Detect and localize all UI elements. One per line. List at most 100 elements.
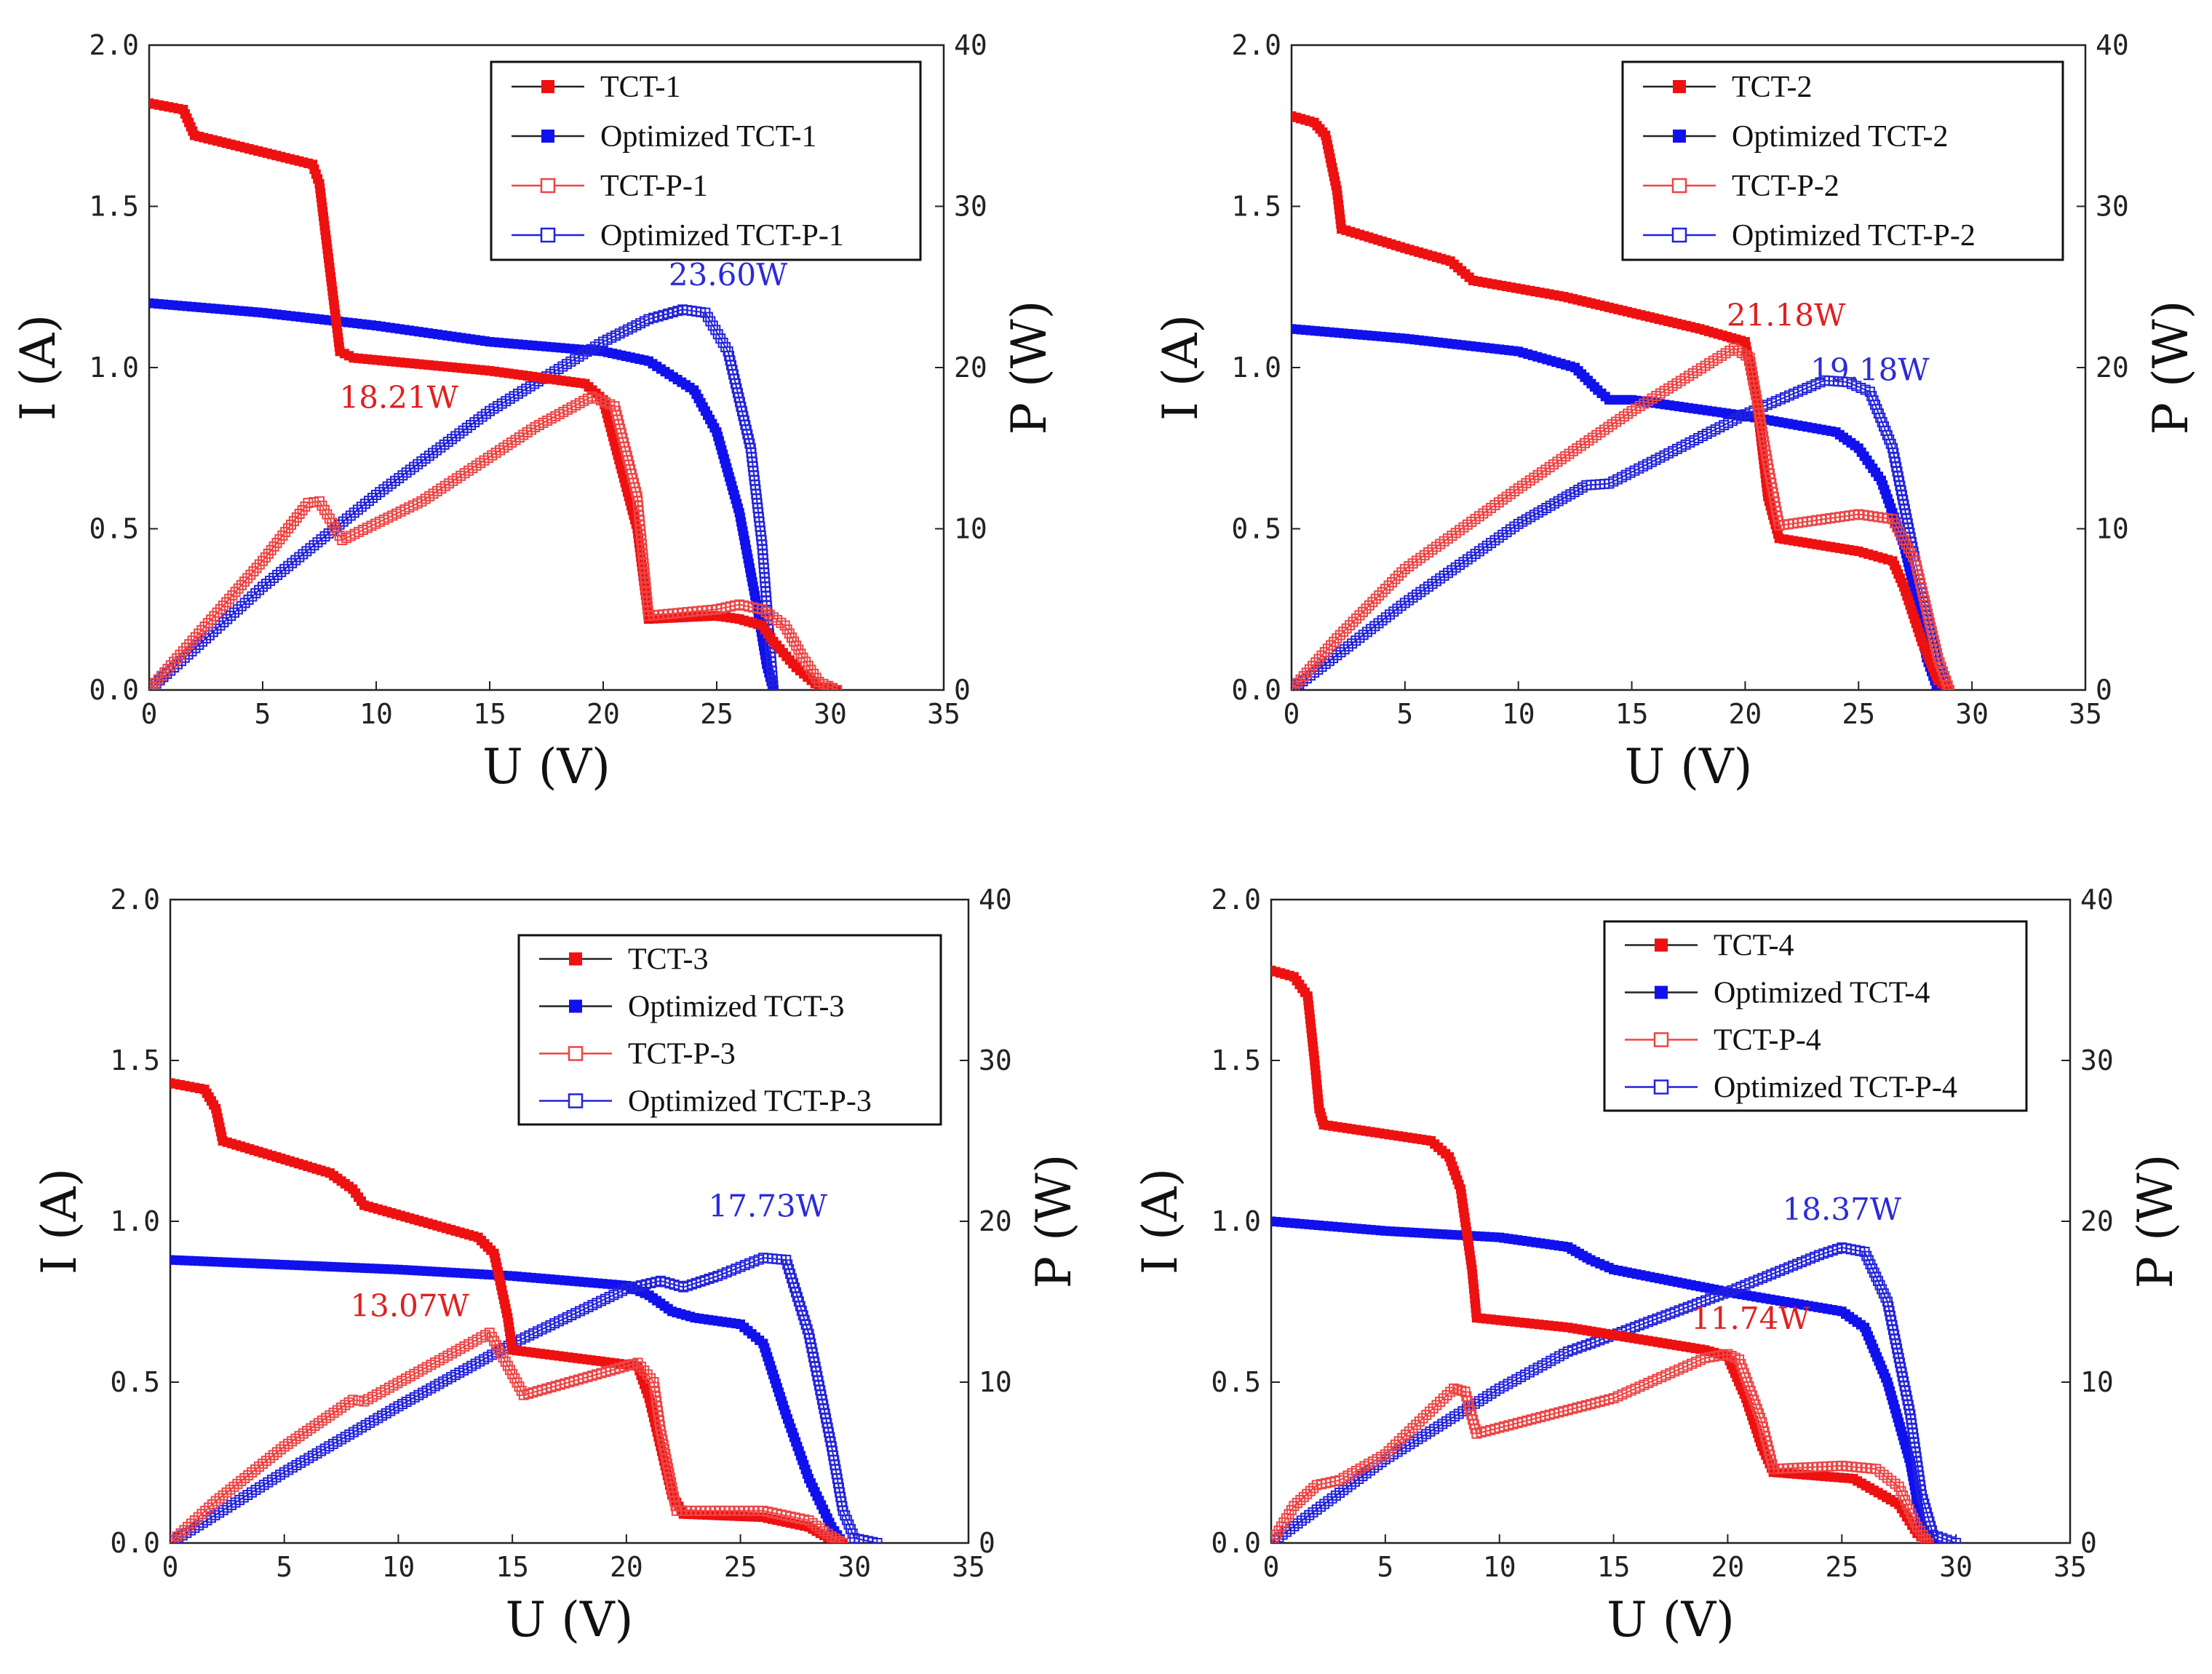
- data-point: [288, 515, 299, 526]
- data-point: [1951, 1538, 1962, 1543]
- series-optimized-tct-4: [1271, 1216, 1938, 1543]
- data-point: [232, 1478, 243, 1489]
- y-right-tick-label: 40: [2096, 29, 2129, 61]
- data-point: [243, 594, 254, 605]
- data-point: [250, 1464, 261, 1475]
- series-line: [170, 1257, 878, 1543]
- x-axis-title: U (V): [1625, 739, 1753, 795]
- data-point: [1428, 1403, 1439, 1414]
- data-point: [230, 587, 241, 598]
- series-line: [1292, 379, 1950, 690]
- y-left-tick-label: 0.5: [110, 1366, 160, 1398]
- legend-marker: [569, 999, 582, 1013]
- data-point: [1301, 667, 1312, 678]
- legend-label: Optimized TCT-2: [1732, 120, 1949, 154]
- y-right-tick-label: 10: [954, 513, 987, 545]
- y-left-tick-label: 2.0: [1231, 29, 1281, 61]
- data-point: [172, 653, 183, 664]
- series-tct-p-4: [1271, 1349, 1934, 1543]
- x-tick-label: 35: [2069, 698, 2102, 730]
- y-right-tick-label: 30: [2096, 191, 2129, 223]
- data-point: [1348, 616, 1358, 627]
- data-point: [193, 1512, 204, 1523]
- data-point: [221, 1487, 232, 1498]
- data-point: [228, 1481, 239, 1492]
- data-point: [236, 579, 247, 590]
- data-point: [222, 614, 233, 624]
- y-left-tick-label: 0.0: [89, 674, 139, 706]
- peak-power-label: 17.73W: [708, 1188, 827, 1223]
- legend-label: Optimized TCT-P-4: [1714, 1071, 1957, 1105]
- y-right-axis-title: P (W): [2128, 1154, 2184, 1289]
- data-point: [178, 646, 188, 656]
- y-left-axis-title: I (A): [31, 1168, 87, 1274]
- data-point: [294, 509, 305, 520]
- data-point: [1357, 606, 1368, 617]
- series-line: [1271, 1353, 1930, 1543]
- data-point: [1396, 567, 1407, 578]
- data-point: [264, 1453, 275, 1464]
- data-point: [232, 604, 243, 615]
- series-optimized-tct-p-2: [1292, 375, 1954, 690]
- y-right-tick-label: 10: [2080, 1366, 2114, 1398]
- series-line: [149, 302, 774, 690]
- chart-panel-top-left: 0 5 10 15 20 25 30 35 0.0 0.5 1.0 1.5 2.0 0 10 20 30 40 U …: [10, 29, 1057, 795]
- x-tick-label: 25: [1842, 698, 1875, 730]
- data-point: [1380, 1449, 1391, 1460]
- legend-label: Optimized TCT-3: [628, 991, 845, 1024]
- legend-marker: [568, 1046, 584, 1061]
- data-point: [1425, 1406, 1436, 1417]
- y-right-tick-label: 0: [2080, 1527, 2097, 1559]
- data-point: [242, 573, 253, 584]
- data-point: [1292, 1498, 1302, 1509]
- data-point: [1441, 1389, 1452, 1400]
- data-point: [1946, 1536, 1957, 1543]
- data-point: [175, 1528, 186, 1539]
- data-point: [1304, 664, 1315, 675]
- legend-label: TCT-P-2: [1732, 170, 1839, 203]
- x-tick-label: 20: [1729, 698, 1762, 730]
- data-point: [206, 614, 217, 625]
- data-point: [1338, 627, 1349, 638]
- data-point: [266, 544, 276, 555]
- data-point: [159, 667, 170, 678]
- data-point: [1387, 577, 1398, 588]
- y-right-axis-title: P (W): [1026, 1154, 1082, 1289]
- y-left-tick-label: 0.0: [110, 1527, 160, 1559]
- legend-marker: [1653, 1079, 1669, 1095]
- series-optimized-tct-3: [170, 1255, 848, 1543]
- data-point: [303, 498, 314, 509]
- legend-marker: [1655, 938, 1668, 952]
- data-point: [1351, 613, 1362, 624]
- data-point: [1302, 1488, 1313, 1499]
- data-point: [212, 607, 223, 618]
- data-point: [1310, 657, 1321, 668]
- legend-marker: [569, 952, 582, 966]
- legend-label: Optimized TCT-P-2: [1732, 219, 1976, 253]
- data-point: [258, 555, 268, 566]
- data-point: [1944, 685, 1954, 690]
- data-point: [1326, 640, 1337, 651]
- data-point: [1393, 1436, 1404, 1447]
- data-point: [353, 1395, 364, 1406]
- data-point: [196, 1509, 207, 1520]
- data-point: [268, 541, 279, 552]
- data-point: [872, 1538, 883, 1543]
- x-tick-label: 25: [1825, 1551, 1858, 1583]
- y-left-tick-label: 1.5: [110, 1044, 160, 1076]
- data-point: [277, 530, 288, 541]
- data-point: [210, 1496, 221, 1507]
- y-left-tick-label: 2.0: [1211, 884, 1261, 916]
- data-point: [834, 1536, 845, 1543]
- data-point: [1292, 678, 1303, 689]
- legend-label: Optimized TCT-1: [600, 120, 817, 154]
- y-right-tick-label: 20: [979, 1205, 1012, 1237]
- x-tick-label: 30: [813, 698, 847, 730]
- data-point: [1374, 590, 1385, 601]
- data-point: [1397, 1432, 1408, 1443]
- data-point: [225, 1484, 236, 1495]
- data-point: [224, 593, 235, 604]
- legend-marker: [1655, 985, 1668, 999]
- legend-box: [1603, 920, 2028, 1112]
- data-point: [832, 685, 843, 690]
